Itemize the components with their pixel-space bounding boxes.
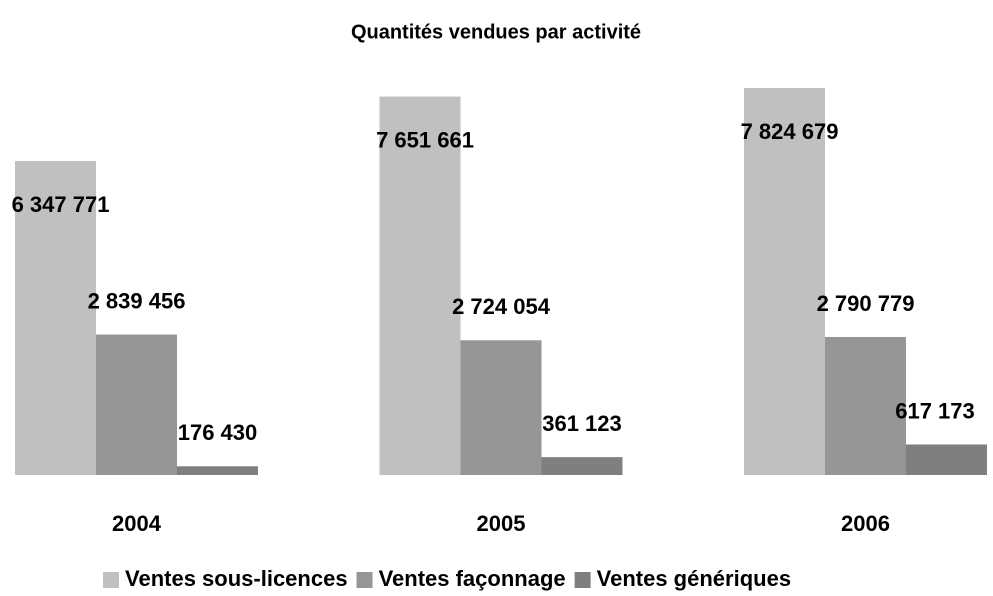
x-tick-label: 2005 [477, 511, 526, 536]
x-tick-label: 2004 [112, 511, 162, 536]
value-label: 361 123 [542, 411, 622, 436]
x-tick-label: 2006 [841, 511, 890, 536]
bar [906, 444, 987, 475]
value-label: 7 824 679 [741, 119, 839, 144]
bar [541, 457, 623, 475]
bar [460, 340, 542, 475]
legend-label: Ventes sous-licences [125, 566, 348, 591]
value-label: 617 173 [895, 398, 975, 423]
bar [15, 161, 96, 475]
legend-swatch [103, 572, 119, 588]
value-label: 2 790 779 [817, 291, 915, 316]
value-label: 2 724 054 [452, 294, 551, 319]
legend-label: Ventes génériques [597, 566, 791, 591]
value-label: 2 839 456 [88, 288, 186, 313]
legend-swatch [574, 572, 591, 588]
value-label: 176 430 [178, 420, 258, 445]
bar [177, 466, 258, 475]
bar [379, 96, 461, 475]
bar [96, 334, 177, 475]
value-label: 6 347 771 [12, 192, 110, 217]
legend-label: Ventes façonnage [379, 566, 566, 591]
value-label: 7 651 661 [376, 127, 474, 152]
bar [744, 88, 825, 475]
legend-swatch [356, 572, 373, 588]
bar [825, 336, 906, 475]
chart-title: Quantités vendues par activité [351, 21, 641, 43]
